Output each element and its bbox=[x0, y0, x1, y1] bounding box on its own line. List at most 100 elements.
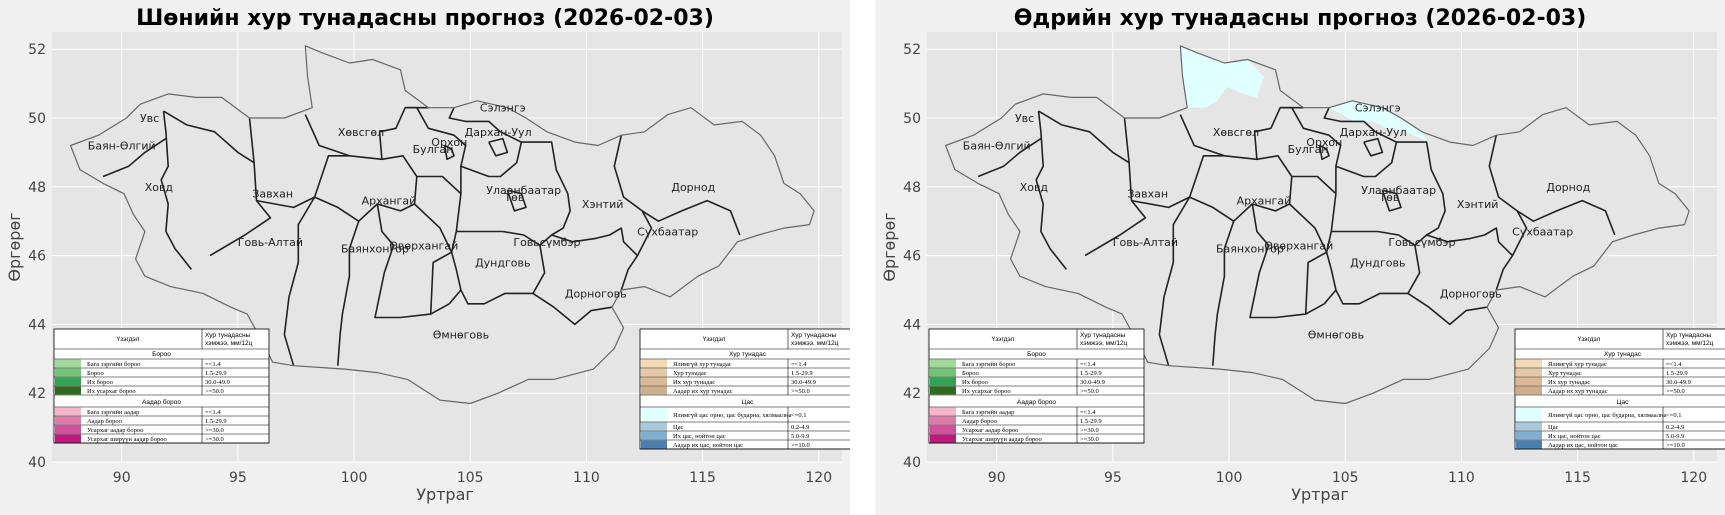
province-boundary bbox=[488, 137, 509, 157]
province-label: Дархан-Уул bbox=[465, 126, 532, 139]
province-boundary bbox=[613, 135, 653, 256]
province-boundary bbox=[1131, 155, 1337, 209]
legend-item-value: =<1.4 bbox=[205, 409, 221, 416]
legend-item-value: >=50.0 bbox=[205, 388, 224, 395]
legend-header-amount: Хур тунадасны bbox=[791, 332, 837, 339]
legend-swatch bbox=[55, 425, 81, 434]
legend-swatch bbox=[55, 359, 81, 368]
legend-swatch bbox=[930, 377, 956, 386]
province-boundary bbox=[1318, 144, 1330, 161]
legend-header-amount: Хур тунадасны bbox=[1080, 332, 1126, 339]
legend-item-label: Их усархаг бороо bbox=[87, 388, 136, 395]
legend-item-label: Их бороо bbox=[87, 379, 113, 386]
legend-swatch bbox=[55, 386, 81, 395]
province-label: Улаанбаатар bbox=[1361, 184, 1436, 197]
night-forecast-map: Шөнийн хур тунадасны прогноз (2026-02-03… bbox=[5, 6, 850, 504]
day-forecast-map: Өдрийн хур тунадасны прогноз (2026-02-03… bbox=[880, 6, 1725, 504]
legend-item-value: =<1.4 bbox=[1666, 361, 1682, 368]
province-boundary bbox=[337, 220, 360, 366]
legend-item-label: Усархаг аадар бороо bbox=[87, 427, 143, 434]
legend-section-1-title: Бороо bbox=[1027, 351, 1046, 358]
legend-swatch bbox=[55, 416, 81, 425]
province-label: Увс bbox=[140, 112, 159, 125]
legend-item-label: Ялимгүй хур тунадас bbox=[1548, 361, 1607, 368]
legend-item-label: Их хур тунадас bbox=[1548, 379, 1590, 386]
province-boundary bbox=[448, 107, 523, 178]
legend-item-value: 1.5-29.9 bbox=[1666, 370, 1688, 377]
legend-swatch bbox=[55, 407, 81, 416]
legend-swatch bbox=[1516, 359, 1542, 368]
province-boundary bbox=[256, 155, 462, 209]
province-boundary bbox=[1488, 135, 1528, 256]
province-boundary bbox=[1407, 292, 1488, 326]
legend-item-label: Аадар их хур тунадас bbox=[1548, 388, 1608, 395]
province-label: Өвөрхангай bbox=[389, 239, 458, 252]
y-tick-label: 42 bbox=[28, 386, 46, 402]
province-label: Баянхонгор bbox=[341, 243, 409, 256]
province-label: Сэлэнгэ bbox=[1355, 102, 1401, 115]
province-label: Дорнод bbox=[671, 181, 715, 194]
legend-item-value: 1.5-29.9 bbox=[791, 370, 813, 377]
province-label: Сүхбаатар bbox=[637, 226, 698, 239]
province-boundary bbox=[1212, 220, 1235, 366]
legend-item-value: =<1.4 bbox=[205, 361, 221, 368]
legend-swatch bbox=[930, 368, 956, 377]
y-tick-label: 40 bbox=[903, 455, 921, 471]
province-boundary bbox=[551, 227, 639, 291]
x-tick-label: 95 bbox=[229, 470, 247, 486]
province-label: Улаанбаатар bbox=[486, 184, 561, 197]
province-boundary bbox=[1325, 245, 1421, 305]
legend-header-unit: хэмжээ, мм/12ц bbox=[205, 340, 253, 347]
legend-item-label: Аадар их цас, нойтон цас bbox=[1548, 442, 1618, 449]
legend-item-label: Их хур тунадас bbox=[673, 379, 715, 386]
legend-swatch bbox=[1516, 407, 1542, 422]
province-boundary bbox=[641, 199, 741, 236]
province-boundary bbox=[532, 292, 613, 326]
province-boundary bbox=[1516, 199, 1616, 236]
legend-swatch bbox=[1516, 377, 1542, 386]
legend-header-phenomenon: Үзэгдэл bbox=[117, 336, 140, 343]
legend-item-label: Аадар их хур тунадас bbox=[673, 388, 733, 395]
legend-item-label: Цас bbox=[673, 424, 684, 431]
x-tick-label: 110 bbox=[573, 470, 600, 486]
legend-swatch bbox=[930, 434, 956, 443]
province-label: Дорноговь bbox=[1440, 287, 1502, 300]
province-boundary bbox=[450, 245, 546, 305]
legend-section-1-title: Хур тунадас bbox=[729, 351, 767, 358]
province-label: Завхан bbox=[252, 188, 293, 201]
province-label: Ховд bbox=[1020, 181, 1049, 194]
legend-item-value: >=10.0 bbox=[791, 442, 810, 449]
y-axis-label: Өргөрөг bbox=[5, 212, 24, 281]
x-tick-label: 95 bbox=[1104, 470, 1122, 486]
province-label: Өмнөговь bbox=[1308, 329, 1364, 342]
legend-item-value: 1.5-29.9 bbox=[1080, 418, 1102, 425]
legend-item-label: Усархаг аадар бороо bbox=[962, 427, 1018, 434]
province-boundary bbox=[1249, 203, 1325, 319]
y-axis-label: Өргөрөг bbox=[880, 212, 899, 281]
province-label: Сүхбаатар bbox=[1512, 226, 1573, 239]
province-boundary bbox=[506, 189, 527, 212]
province-boundary bbox=[1381, 189, 1402, 212]
province-label: Говьсүмбэр bbox=[513, 236, 580, 249]
y-tick-label: 52 bbox=[903, 42, 921, 58]
legend-swatch bbox=[641, 377, 667, 386]
legend-swatch bbox=[641, 431, 667, 440]
province-label: Төв bbox=[503, 191, 524, 204]
province-label: Булган bbox=[413, 143, 454, 156]
legend-item-value: 30.0-49.9 bbox=[205, 379, 230, 386]
legend-item-label: Аадар бороо bbox=[962, 418, 997, 425]
province-boundary bbox=[248, 117, 255, 163]
y-tick-label: 46 bbox=[28, 249, 46, 265]
province-label: Дархан-Уул bbox=[1340, 126, 1407, 139]
y-tick-label: 46 bbox=[903, 249, 921, 265]
province-boundary bbox=[1323, 289, 1337, 305]
province-label: Дорнод bbox=[1546, 181, 1590, 194]
province-boundary bbox=[1035, 111, 1068, 270]
legend-item-value: 30.0-49.9 bbox=[791, 379, 816, 386]
legend-item-label: Ялимгүй цас орно, цас бударна, хялмаална bbox=[1548, 412, 1666, 419]
province-boundary bbox=[448, 289, 462, 305]
legend-item-value: 5.0-9.9 bbox=[1666, 433, 1684, 440]
legend-swatch bbox=[1516, 386, 1542, 395]
legend-item-label: Их цас, нойтон цас bbox=[1548, 433, 1601, 440]
x-tick-label: 115 bbox=[689, 470, 716, 486]
